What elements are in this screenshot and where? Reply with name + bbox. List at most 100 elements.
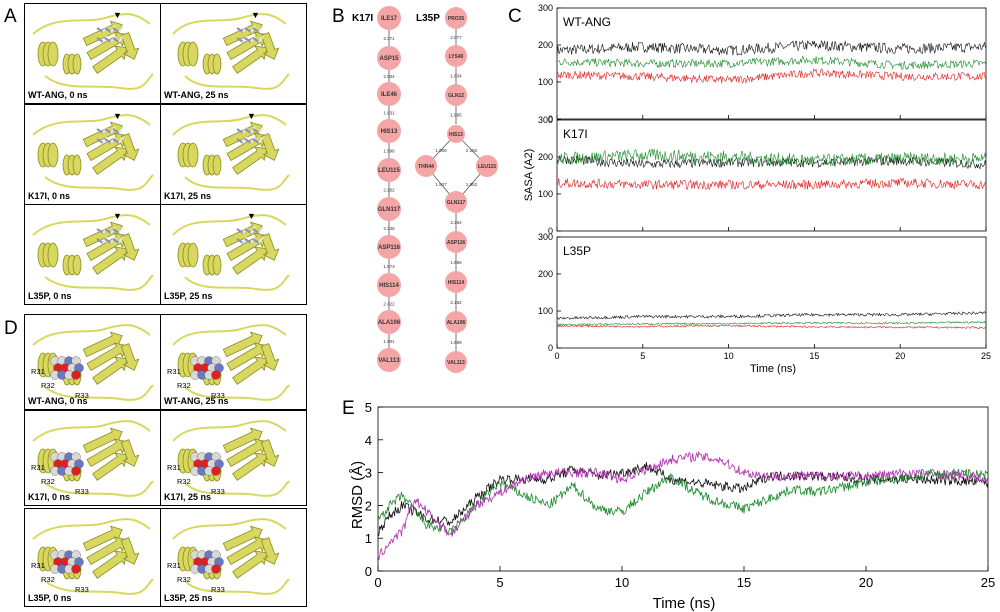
panel-letter-c: C xyxy=(508,6,522,27)
x-axis-label: Time (ns) xyxy=(653,595,716,612)
series-line-black xyxy=(556,155,987,170)
helix-coil xyxy=(212,53,222,75)
residue-stick xyxy=(112,128,120,134)
helix-coil xyxy=(47,41,59,67)
plot-frame xyxy=(377,406,989,572)
structure-caption: L35P, 0 ns xyxy=(28,291,72,301)
residue-stick xyxy=(96,37,104,43)
structure-thumbnail: ▼ K17I, 25 ns xyxy=(160,105,295,204)
beta-strand xyxy=(260,343,280,371)
loop xyxy=(184,578,290,595)
residue-stick xyxy=(236,228,244,234)
loop xyxy=(172,214,287,236)
edge-distance-label: 1.996 xyxy=(383,149,395,154)
residue-stick xyxy=(104,37,112,43)
residue-node xyxy=(445,231,467,253)
beta-strand xyxy=(120,537,140,565)
edge-distance-label: 2.182 xyxy=(450,300,462,305)
panel-letter-b: B xyxy=(332,6,345,27)
beta-strand xyxy=(260,439,280,467)
panel-c-sasa-chart: 0100200300WT-ANG0100200300K17I0100200300… xyxy=(523,3,991,375)
protein-cartoon-icon xyxy=(32,214,154,291)
structure-thumbnail: ▼ L35P, 25 ns xyxy=(160,205,295,304)
atom-sphere xyxy=(211,370,221,380)
atom-sphere xyxy=(211,564,221,574)
atom-sphere xyxy=(71,564,81,574)
beta-strand xyxy=(82,331,123,358)
residue-stick xyxy=(252,238,260,244)
loop xyxy=(184,480,290,497)
residue-node xyxy=(377,197,401,221)
series-line-magenta xyxy=(377,450,989,560)
arrow-marker-icon: ▼ xyxy=(113,10,122,20)
residue-node xyxy=(445,351,467,373)
residue-stick xyxy=(118,25,124,33)
loop xyxy=(32,518,151,540)
residue-stick xyxy=(252,27,260,33)
residue-node xyxy=(476,155,498,177)
y-tick-label: 0 xyxy=(365,564,372,579)
series-line-black xyxy=(556,40,987,56)
series-line-red xyxy=(556,178,987,191)
residue-label: R32 xyxy=(41,575,55,584)
panel-a-row-k17i: ▼ K17I, 0 ns ▼ K17I, 25 ns xyxy=(24,104,307,205)
residue-stick xyxy=(236,37,244,43)
residue-node-label: ILE46 xyxy=(381,92,398,98)
atom-sphere xyxy=(211,466,221,476)
panel-letter-e: E xyxy=(342,398,355,419)
residue-stick xyxy=(252,128,260,134)
y-axis-label: SASA (A2) xyxy=(523,149,535,202)
residue-stick xyxy=(236,128,244,134)
residue-node xyxy=(377,235,401,259)
residue-node xyxy=(377,273,401,297)
residue-node-label: LYS40 xyxy=(449,54,464,60)
residue-stick xyxy=(258,226,264,234)
residue-node-label: VAL113 xyxy=(447,360,465,366)
series-line-green xyxy=(377,467,989,536)
structure-thumbnail: K17I, 25 ns R31 R32 R33 xyxy=(160,411,295,505)
residue-node-label: HIS114 xyxy=(448,280,465,286)
edge-distance-label: 1.931 xyxy=(383,111,395,116)
series-line-green xyxy=(556,55,987,70)
loop xyxy=(32,214,151,236)
residue-label: R33 xyxy=(211,487,225,496)
loop xyxy=(172,13,287,35)
x-tick-label: 15 xyxy=(737,575,751,590)
residue-stick xyxy=(252,37,260,43)
residue-node xyxy=(377,46,401,70)
protein-cartoon-icon xyxy=(32,13,154,90)
network-title-k17i: K17I xyxy=(352,13,373,24)
loop xyxy=(184,174,290,191)
structure-thumbnail: K17I, 0 ns R31 R32 R33 xyxy=(25,411,159,505)
edge-distance-label: 1.873 xyxy=(383,264,395,269)
x-tick-label: 20 xyxy=(895,351,905,361)
residue-stick xyxy=(236,27,244,33)
edge-distance-label: 1.886 xyxy=(450,260,462,265)
y-tick-label: 200 xyxy=(538,152,553,162)
protein-cartoon-icon xyxy=(172,114,290,191)
residue-label: R32 xyxy=(177,575,191,584)
panel-a-row-wt: ▼ WT-ANG, 0 ns ▼ WT-ANG, 25 ns xyxy=(24,3,307,104)
residue-node-label: GLN117 xyxy=(447,200,466,206)
residue-stick xyxy=(96,238,104,244)
residue-stick xyxy=(118,35,124,43)
series-line-green xyxy=(556,148,987,167)
residue-stick xyxy=(244,228,252,234)
edge-distance-label: 1.905 xyxy=(435,148,447,153)
residue-node xyxy=(447,125,465,143)
y-tick-label: 1 xyxy=(365,531,372,546)
residue-node-label: ASP116 xyxy=(378,245,401,251)
loop xyxy=(184,73,290,90)
y-tick-label: 0 xyxy=(548,114,553,124)
beta-strand xyxy=(222,427,263,454)
residue-stick xyxy=(244,138,252,144)
residue-stick xyxy=(252,228,260,234)
x-axis-label: Time (ns) xyxy=(750,363,796,375)
residue-label: R31 xyxy=(31,561,45,570)
x-tick-label: 10 xyxy=(724,351,734,361)
residue-stick xyxy=(104,138,112,144)
helix-coil xyxy=(187,41,199,67)
helix-coil xyxy=(47,142,59,168)
residue-node xyxy=(445,45,467,67)
residue-node xyxy=(377,158,401,182)
